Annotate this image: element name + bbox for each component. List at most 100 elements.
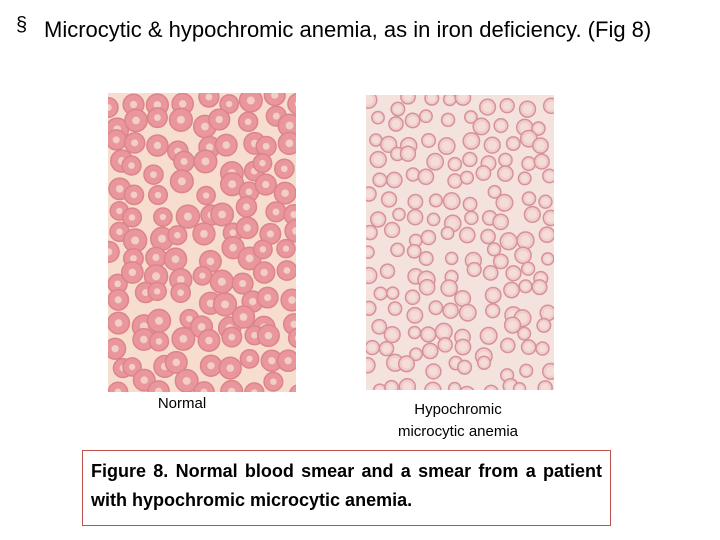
cell-center <box>402 381 413 390</box>
cell-center <box>366 360 372 370</box>
cell-center <box>217 277 226 286</box>
cell-center <box>242 203 250 211</box>
cell-center <box>539 321 548 330</box>
cell-center <box>546 101 554 111</box>
cell-center <box>518 250 528 261</box>
cell-center <box>545 171 554 181</box>
cell-center <box>207 362 215 370</box>
cell-center <box>487 140 497 150</box>
cell-center <box>281 189 289 197</box>
cell-center <box>430 156 441 167</box>
cell-center <box>546 213 554 223</box>
cell-center <box>200 122 209 131</box>
cell-center <box>496 121 506 130</box>
cell-center <box>486 268 495 278</box>
cell <box>147 380 170 392</box>
cell-center <box>130 255 137 262</box>
cell-center <box>112 136 120 144</box>
cell-center <box>243 224 251 232</box>
cell-center <box>205 143 214 151</box>
cell-center <box>458 95 468 103</box>
cell-center <box>393 149 402 158</box>
normal-smear-image <box>108 93 296 392</box>
cell-center <box>152 253 160 261</box>
cell-center <box>463 173 471 182</box>
cell-center <box>544 255 552 263</box>
cell-center <box>272 112 280 120</box>
cell-center <box>387 383 396 390</box>
cell-center <box>490 188 499 196</box>
cell-center <box>197 323 206 331</box>
cell-center <box>132 116 140 125</box>
cell-center <box>535 141 546 151</box>
cell <box>108 240 120 264</box>
cell-center <box>264 331 273 340</box>
cell-center <box>446 95 454 104</box>
cell-center <box>280 165 288 173</box>
cell-center <box>520 235 531 246</box>
image-label: Normal <box>157 395 207 412</box>
cell-center <box>246 355 253 363</box>
cell <box>284 219 296 243</box>
cell-center <box>290 211 296 219</box>
cell-center <box>537 157 547 166</box>
cell-center <box>384 194 394 204</box>
cell-center <box>496 217 506 227</box>
cell-center <box>465 155 475 164</box>
cell-center <box>429 215 438 224</box>
cell-center <box>366 189 374 199</box>
cell-center <box>178 100 187 108</box>
cell-center <box>482 102 493 112</box>
cell-center <box>155 338 163 345</box>
cell-center <box>114 280 121 288</box>
cell-center <box>226 100 233 108</box>
cell-center <box>538 344 547 353</box>
cell-center <box>294 335 296 341</box>
cell-center <box>422 112 430 120</box>
cell-center <box>373 214 383 224</box>
cell-center <box>176 275 185 284</box>
cell-center <box>153 141 162 150</box>
cell-center <box>517 313 528 324</box>
cell-center <box>440 340 450 350</box>
cell-center <box>177 177 186 186</box>
cell-center <box>424 136 433 145</box>
cell-center <box>158 234 166 243</box>
cell-center <box>541 197 550 206</box>
cell-center <box>496 257 506 266</box>
cell <box>108 381 129 392</box>
cell-center <box>448 254 456 263</box>
cell-center <box>503 371 511 380</box>
cell-center <box>229 229 237 237</box>
cell-center <box>246 96 255 105</box>
cell-center <box>140 376 148 384</box>
cell <box>483 384 499 390</box>
cell-center <box>239 313 248 321</box>
cell-center <box>541 383 550 390</box>
cell-center <box>111 345 119 353</box>
cell-center <box>479 168 488 178</box>
cell-center <box>476 121 487 132</box>
cell-center <box>374 322 384 332</box>
cell-center <box>366 270 374 281</box>
cell-center <box>294 101 296 107</box>
cell-center <box>520 174 529 183</box>
cell-center <box>412 236 420 245</box>
cell-center <box>176 115 185 124</box>
cell-center <box>502 101 512 110</box>
cell-center <box>366 95 374 105</box>
cell-center <box>172 358 181 367</box>
cell-center <box>128 162 135 169</box>
cell-center <box>245 254 254 263</box>
cell-center <box>485 213 494 223</box>
cell-center <box>507 320 518 330</box>
cell-center <box>443 229 452 237</box>
cell-center <box>387 225 397 235</box>
cell-center <box>260 268 268 277</box>
cell-center <box>114 319 123 327</box>
cell-center <box>390 357 401 368</box>
cell-center <box>171 255 180 264</box>
cell-center <box>206 257 215 266</box>
cell-center <box>271 93 279 99</box>
